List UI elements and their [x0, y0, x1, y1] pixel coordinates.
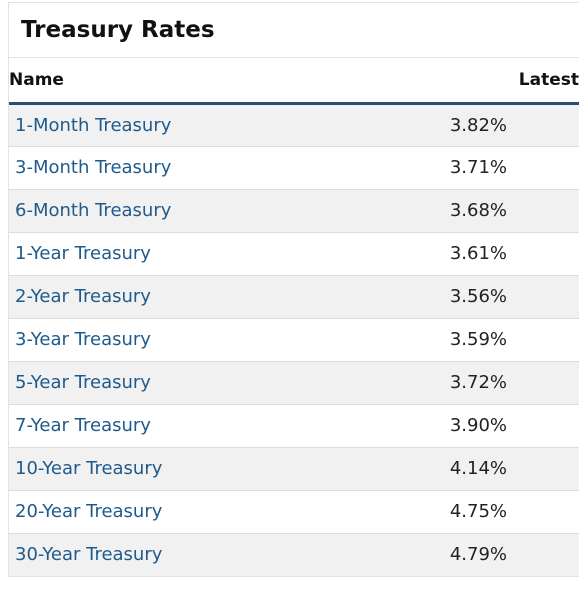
treasury-rates-table: Name Latest 1-Month Treasury 3.82% 3-Mon…	[9, 58, 579, 576]
table-row: 6-Month Treasury 3.68%	[9, 189, 579, 233]
table-row: 5-Year Treasury 3.72%	[9, 361, 579, 405]
table-row: 7-Year Treasury 3.90%	[9, 404, 579, 448]
latest-rate-cell: 4.14%	[379, 447, 579, 491]
column-header-name: Name	[9, 58, 379, 105]
table-row: 3-Year Treasury 3.59%	[9, 318, 579, 362]
treasury-link[interactable]: 3-Year Treasury	[15, 329, 151, 350]
latest-rate-cell: 3.68%	[379, 189, 579, 233]
name-cell: 20-Year Treasury	[9, 490, 379, 534]
latest-rate-cell: 3.82%	[379, 103, 579, 147]
table-row: 3-Month Treasury 3.71%	[9, 146, 579, 190]
name-cell: 3-Month Treasury	[9, 146, 379, 190]
name-cell: 6-Month Treasury	[9, 189, 379, 233]
treasury-rates-widget: Treasury Rates Name Latest 1-Month Treas…	[8, 2, 579, 577]
treasury-link[interactable]: 1-Month Treasury	[15, 114, 172, 136]
treasury-link[interactable]: 10-Year Treasury	[15, 458, 163, 479]
table-row: 1-Year Treasury 3.61%	[9, 232, 579, 276]
name-cell: 10-Year Treasury	[9, 447, 379, 491]
table-row: 20-Year Treasury 4.75%	[9, 490, 579, 534]
table-row: 30-Year Treasury 4.79%	[9, 533, 579, 576]
latest-rate-cell: 4.79%	[379, 533, 579, 576]
latest-rate-cell: 3.61%	[379, 232, 579, 276]
table-row: 2-Year Treasury 3.56%	[9, 275, 579, 319]
latest-rate-cell: 3.72%	[379, 361, 579, 405]
latest-rate-cell: 3.90%	[379, 404, 579, 448]
name-cell: 7-Year Treasury	[9, 404, 379, 448]
name-cell: 1-Year Treasury	[9, 232, 379, 276]
latest-rate-cell: 3.56%	[379, 275, 579, 319]
latest-rate-cell: 4.75%	[379, 490, 579, 534]
treasury-link[interactable]: 7-Year Treasury	[15, 415, 151, 436]
name-cell: 5-Year Treasury	[9, 361, 379, 405]
name-cell: 2-Year Treasury	[9, 275, 379, 319]
treasury-link[interactable]: 5-Year Treasury	[15, 372, 151, 393]
name-cell: 1-Month Treasury	[9, 103, 379, 147]
table-header-row: Name Latest	[9, 58, 579, 105]
table-row: 10-Year Treasury 4.14%	[9, 447, 579, 491]
name-cell: 30-Year Treasury	[9, 533, 379, 576]
treasury-link[interactable]: 2-Year Treasury	[15, 286, 151, 307]
widget-title: Treasury Rates	[9, 3, 579, 58]
latest-rate-cell: 3.59%	[379, 318, 579, 362]
treasury-link[interactable]: 3-Month Treasury	[15, 157, 172, 178]
treasury-link[interactable]: 20-Year Treasury	[15, 501, 163, 522]
latest-rate-cell: 3.71%	[379, 146, 579, 190]
treasury-link[interactable]: 1-Year Treasury	[15, 243, 151, 264]
treasury-link[interactable]: 30-Year Treasury	[15, 544, 163, 566]
treasury-link[interactable]: 6-Month Treasury	[15, 200, 172, 221]
table-row: 1-Month Treasury 3.82%	[9, 103, 579, 147]
name-cell: 3-Year Treasury	[9, 318, 379, 362]
column-header-latest: Latest	[379, 58, 579, 105]
